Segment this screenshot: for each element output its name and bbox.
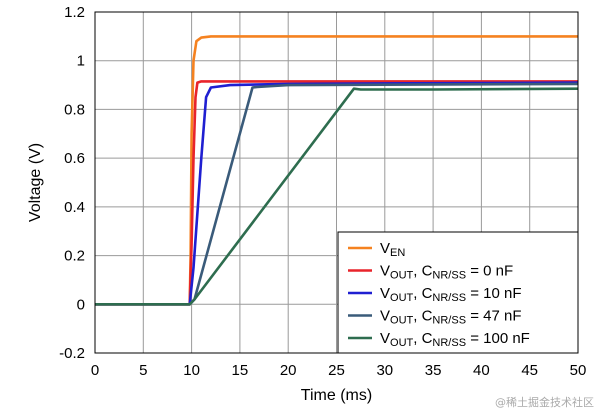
x-tick-labels: 0 5 10 15 20 25 30 35 40 45 50 (91, 362, 587, 379)
legend-label-0: VEN (380, 240, 405, 259)
y-tick-labels: -0.2 0 0.2 0.4 0.6 0.8 1 1.2 (59, 4, 85, 362)
legend-label-4: VOUT, CNR/SS = 100 nF (380, 330, 530, 349)
series-line-4 (95, 87, 579, 306)
x-tick-label: 0 (91, 362, 99, 379)
watermark: @稀土掘金技术社区 (495, 395, 594, 409)
legend-label-1: VOUT, CNR/SS = 0 nF (380, 263, 513, 282)
x-tick-label: 15 (232, 362, 249, 379)
y-tick-label: 0.4 (64, 199, 85, 216)
y-axis-title: Voltage (V) (27, 143, 44, 222)
x-tick-label: 30 (376, 362, 393, 379)
x-tick-label: 50 (570, 362, 587, 379)
x-tick-label: 5 (139, 362, 147, 379)
y-tick-label: 1 (77, 53, 85, 70)
x-tick-label: 35 (425, 362, 442, 379)
y-tick-label: 1.2 (64, 4, 85, 21)
y-tick-label: -0.2 (59, 345, 85, 362)
legend-label-2: VOUT, CNR/SS = 10 nF (380, 285, 522, 304)
y-tick-label: 0.2 (64, 248, 85, 265)
x-tick-label: 45 (521, 362, 538, 379)
y-tick-label: 0.8 (64, 101, 85, 118)
x-tick-label: 40 (473, 362, 490, 379)
x-tick-label: 10 (183, 362, 200, 379)
y-tick-label: 0.6 (64, 150, 85, 167)
legend-label-3: VOUT, CNR/SS = 47 nF (380, 308, 522, 327)
legend-box (337, 231, 579, 354)
y-tick-label: 0 (77, 296, 85, 313)
x-axis-title: Time (ms) (301, 387, 372, 404)
series-line-2 (95, 81, 579, 306)
x-tick-label: 25 (328, 362, 345, 379)
x-tick-label: 20 (280, 362, 297, 379)
legend: VEN VOUT, CNR/SS = 0 nF VOUT, CNR/SS = 10 … (337, 231, 579, 354)
plot-frame (94, 11, 579, 354)
series-lines (95, 35, 579, 306)
